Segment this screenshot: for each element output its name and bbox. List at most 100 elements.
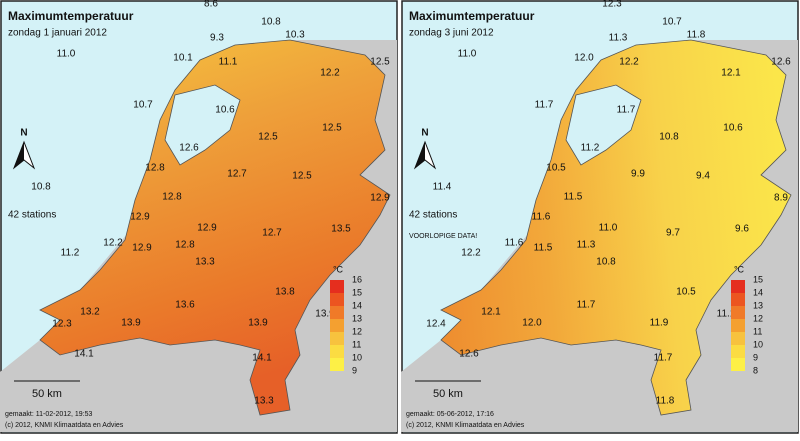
station-value: 10.6	[215, 105, 235, 116]
north-arrow-half	[415, 142, 425, 168]
station-value: 12.4	[426, 319, 446, 330]
legend-swatch	[731, 345, 745, 358]
stations-count: 42 stations	[409, 210, 457, 221]
ijsselmeer	[164, 84, 241, 166]
legend-tick: 12	[753, 313, 763, 323]
legend-tick: 15	[352, 287, 362, 297]
station-value: 13.3	[254, 396, 274, 407]
station-value: 13.9	[121, 318, 141, 329]
station-value: 11.0	[599, 223, 618, 234]
station-value: 11.5	[534, 243, 553, 254]
station-value: 11.3	[577, 240, 596, 251]
made-date: gemaakt: 05-06-2012, 17:16	[406, 411, 494, 418]
station-value: 10.3	[285, 30, 305, 41]
netherlands	[39, 39, 391, 416]
station-value: 14.1	[252, 353, 272, 364]
copyright: (c) 2012, KNMI Klimaatdata en Advies	[406, 422, 525, 429]
station-value: 10.7	[133, 100, 153, 111]
legend-swatch	[731, 358, 745, 371]
legend-swatch	[731, 332, 745, 345]
legend-tick: 13	[753, 300, 763, 310]
map-panel: Maximumtemperatuur zondag 3 juni 2012 42 s…	[401, 0, 799, 434]
legend-swatch	[330, 280, 344, 293]
legend-tick: 11	[352, 339, 361, 349]
station-value: 13.9	[315, 309, 335, 320]
map-panel: Maximumtemperatuur zondag 1 januari 2012 4…	[0, 0, 398, 434]
legend-tick: 14	[352, 300, 362, 310]
station-value: 10.1	[173, 53, 193, 64]
station-value: 12.3	[602, 0, 622, 10]
station-value: 10.5	[546, 163, 566, 174]
station-value: 14.1	[74, 349, 94, 360]
station-value: 12.8	[162, 192, 182, 203]
station-value: 11.0	[458, 49, 477, 60]
netherlands	[440, 39, 792, 416]
north-arrow-half	[14, 142, 24, 168]
station-value: 11.5	[564, 192, 583, 203]
station-value: 11.6	[505, 238, 524, 249]
station-value: 12.2	[461, 248, 481, 259]
station-value: 12.5	[322, 123, 342, 134]
legend-swatch	[330, 306, 344, 319]
station-value: 13.3	[195, 257, 215, 268]
station-value: 12.0	[574, 53, 594, 64]
legend-swatch	[731, 306, 745, 319]
station-value: 11.3	[609, 33, 628, 44]
legend-tick: 9	[352, 365, 357, 375]
station-value: 8.6	[204, 0, 218, 10]
legend-tick: 13	[352, 313, 362, 323]
station-value: 12.9	[370, 193, 390, 204]
station-value: 10.8	[261, 17, 281, 28]
station-value: 10.7	[662, 17, 682, 28]
station-value: 12.7	[227, 169, 247, 180]
station-value: 12.6	[459, 349, 479, 360]
station-value: 12.5	[258, 132, 278, 143]
legend-swatch	[731, 280, 745, 293]
station-value: 8.9	[774, 193, 788, 204]
station-value: 10.6	[723, 123, 743, 134]
station-value: 12.8	[175, 240, 195, 251]
legend-swatch	[330, 332, 344, 345]
station-value: 13.2	[80, 307, 100, 318]
station-value: 12.6	[179, 143, 199, 154]
station-value: 11.9	[650, 318, 669, 329]
north-label: N	[20, 128, 27, 139]
station-value: 11.8	[687, 30, 706, 41]
station-value: 11.7	[617, 105, 636, 116]
legend-swatch	[731, 293, 745, 306]
station-value: 13.5	[331, 224, 351, 235]
station-value: 11.2	[61, 248, 80, 259]
station-value: 10.8	[596, 257, 616, 268]
station-value: 10.8	[659, 132, 679, 143]
legend-tick: 10	[753, 339, 763, 349]
legend-tick: 10	[352, 352, 362, 362]
station-value: 12.1	[721, 68, 741, 79]
station-value: 10.8	[31, 182, 51, 193]
station-value: 12.2	[103, 238, 123, 249]
station-value: 12.2	[320, 68, 340, 79]
legend-tick: 16	[352, 274, 362, 284]
station-value: 11.7	[535, 100, 554, 111]
legend-swatch	[731, 319, 745, 332]
legend-swatch	[330, 319, 344, 332]
station-value: 12.9	[132, 243, 152, 254]
scale-label: 50 km	[32, 388, 62, 400]
station-value: 12.8	[145, 163, 165, 174]
station-value: 9.4	[696, 171, 710, 182]
legend-tick: 9	[753, 352, 758, 362]
map-title: Maximumtemperatuur	[409, 9, 535, 23]
station-value: 12.5	[370, 57, 390, 68]
station-value: 11.1	[717, 309, 736, 320]
station-value: 12.0	[522, 318, 542, 329]
station-value: 12.3	[52, 319, 72, 330]
legend-tick: 8	[753, 365, 758, 375]
station-value: 9.3	[210, 33, 224, 44]
notice: VOORLOPIGE DATA!	[409, 233, 477, 240]
station-value: 11.7	[577, 300, 596, 311]
station-value: 12.1	[481, 307, 501, 318]
station-value: 11.6	[532, 212, 551, 223]
made-date: gemaakt: 11-02-2012, 19:53	[5, 411, 93, 418]
station-value: 13.8	[275, 287, 295, 298]
